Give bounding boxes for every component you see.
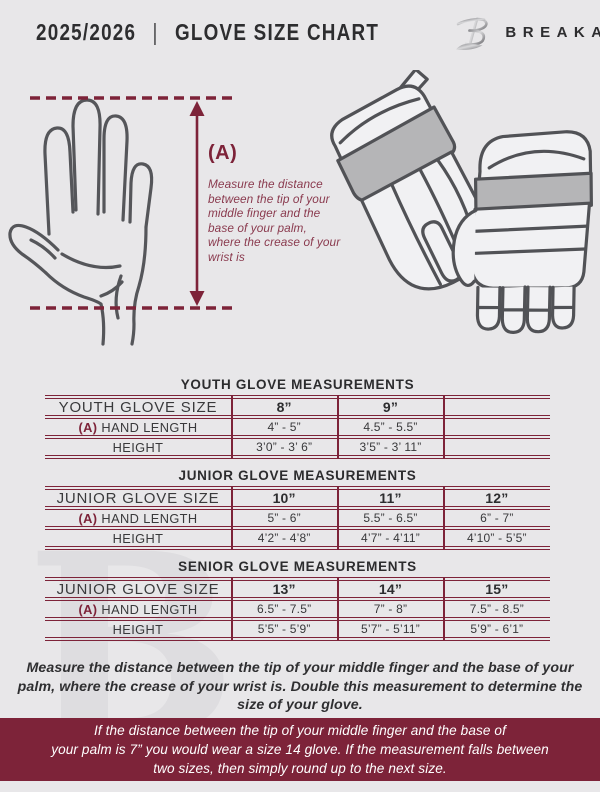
brand-lockup: BREAKAWAY: [454, 11, 600, 53]
size-tables: YOUTH GLOVE MEASUREMENTS YOUTH GLOVE SIZ…: [45, 377, 550, 650]
table-title: YOUTH GLOVE MEASUREMENTS: [180, 377, 415, 392]
table-row: (A) HAND LENGTH 6.5” - 7.5” 7” - 8” 7.5” …: [45, 600, 550, 618]
table-row: HEIGHT 5’5” - 5’9” 5’7” - 5’11” 5’9” - 6…: [45, 620, 550, 638]
table-title: JUNIOR GLOVE MEASUREMENTS: [178, 468, 417, 483]
brand-name: BREAKAWAY: [505, 23, 600, 41]
page-title: 2025/2026 | GLOVE SIZE CHART: [36, 19, 379, 46]
sizing-example-banner: If the distance between the tip of your …: [0, 718, 600, 781]
table-row: JUNIOR GLOVE SIZE 10” 11” 12”: [45, 489, 550, 507]
table-row: HEIGHT 4’2” - 4’8” 4’7” - 4’11” 4’10” - …: [45, 529, 550, 547]
table-row: YOUTH GLOVE SIZE 8” 9”: [45, 398, 550, 416]
chart-title: GLOVE SIZE CHART: [174, 18, 380, 45]
point-ref: (A): [78, 601, 98, 617]
measurement-arrow: [30, 96, 236, 310]
hand-illustration: [8, 98, 154, 346]
table-row: (A) HAND LENGTH 5” - 6” 5.5” - 6.5” 6” - …: [45, 509, 550, 527]
sizing-illustration: [8, 70, 593, 346]
point-ref: (A): [78, 510, 98, 526]
header: 2025/2026 | GLOVE SIZE CHART: [0, 0, 600, 64]
breakaway-b-logo-icon: [456, 17, 489, 50]
measurement-description: Measure the distance between the tip of …: [208, 177, 341, 264]
point-ref: (A): [78, 419, 98, 435]
youth-size-table: YOUTH GLOVE MEASUREMENTS YOUTH GLOVE SIZ…: [45, 377, 550, 459]
table-row: JUNIOR GLOVE SIZE 13” 14” 15”: [45, 580, 550, 598]
table-row: (A) HAND LENGTH 4” - 5” 4.5” - 5.5”: [45, 418, 550, 436]
measure-instructions: Measure the distance between the tip of …: [17, 660, 583, 713]
season-label: 2025/2026: [36, 18, 137, 45]
table-row: HEIGHT 3’0” - 3’ 6” 3’5” - 3’ 11”: [45, 438, 550, 456]
junior-size-table: JUNIOR GLOVE MEASUREMENTS JUNIOR GLOVE S…: [45, 468, 550, 550]
title-divider: |: [152, 18, 159, 45]
table-title: SENIOR GLOVE MEASUREMENTS: [178, 559, 417, 574]
measurement-point-label: (A): [208, 142, 238, 164]
glove-right-illustration: [451, 130, 593, 334]
senior-size-table: SENIOR GLOVE MEASUREMENTS JUNIOR GLOVE S…: [45, 559, 550, 641]
